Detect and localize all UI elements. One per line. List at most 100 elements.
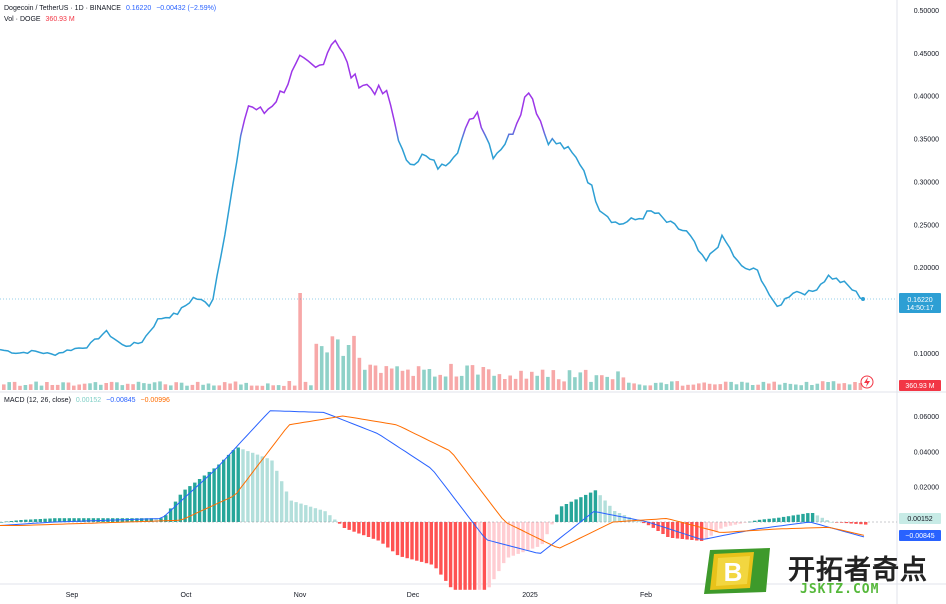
macd-hist-bar: [24, 519, 28, 522]
macd-hist-bar: [772, 518, 776, 522]
volume-bar: [486, 369, 491, 390]
macd-hist-bar: [328, 515, 332, 522]
volume-bar: [357, 357, 362, 390]
volume-bar: [147, 383, 152, 390]
macd-hist-bar: [140, 518, 144, 522]
macd-hist-bar: [482, 522, 487, 590]
volume-bar: [853, 382, 857, 390]
price-line: [0, 39, 865, 357]
macd-hist-bar: [57, 518, 62, 522]
macd-tick-label: 0.02000: [914, 485, 939, 492]
volume-bar: [249, 385, 254, 390]
macd-hist-bar: [777, 517, 781, 522]
macd-hist-bar: [164, 515, 168, 522]
macd-hist-bar: [791, 515, 795, 522]
macd-tick-label: 0.04000: [914, 449, 939, 456]
volume-bar: [77, 384, 81, 390]
macd-hist-bar: [458, 522, 462, 590]
volume-bar: [465, 365, 469, 390]
macd-hist-bar: [704, 522, 709, 540]
symbol-header[interactable]: Dogecoin / TetherUS · 1D · BINANCE 0.162…: [4, 5, 219, 12]
macd-hist-bar: [352, 522, 356, 532]
macd-hist-bar: [415, 522, 419, 561]
volume-bar: [120, 385, 125, 390]
volume-bar: [185, 385, 189, 390]
volume-bar: [2, 384, 6, 390]
volume-bar: [513, 378, 518, 390]
macd-hist-bar: [299, 503, 303, 522]
macd-hist-bar: [598, 495, 602, 522]
macd-hist-bar: [149, 518, 153, 522]
macd-hist-bar: [521, 522, 525, 553]
volume-bar: [675, 381, 679, 390]
svg-text:B: B: [724, 557, 743, 587]
volume-bar: [125, 383, 130, 390]
volume-bar: [12, 381, 17, 390]
macd-hist-bar: [410, 522, 414, 560]
volume-bar: [546, 376, 550, 390]
macd-hist-bar: [405, 522, 409, 559]
volume-bar: [702, 382, 706, 390]
macd-hist-bar: [497, 522, 501, 572]
volume-bar: [659, 382, 663, 390]
volume-bar: [847, 384, 852, 390]
macd-hist-bar: [154, 518, 158, 522]
symbol-title[interactable]: Dogecoin / TetherUS · 1D · BINANCE: [4, 5, 121, 12]
time-axis-label: Nov: [294, 592, 307, 599]
macd-hist-bar: [550, 522, 554, 525]
macd-hist-bar: [337, 522, 342, 524]
volume-bar: [858, 383, 863, 390]
macd-hist-bar: [685, 522, 689, 540]
volume-bar: [492, 375, 496, 390]
volume-bar: [476, 374, 480, 390]
volume-bar: [670, 381, 674, 390]
volume-bar: [637, 384, 642, 390]
volume-bar: [503, 379, 507, 390]
macd-hist-bar: [207, 471, 211, 522]
volume-bar: [589, 381, 593, 390]
macd-hist-bar: [584, 494, 588, 522]
volume-bar: [104, 383, 108, 390]
volume-bar: [271, 385, 275, 390]
volume-bar: [61, 382, 65, 390]
volume-bar: [449, 363, 453, 390]
volume-bar: [228, 383, 232, 390]
macd-hist-bar: [424, 522, 429, 564]
macd-hist-bar: [781, 516, 786, 522]
signal-line: [0, 415, 865, 549]
macd-hist-bar: [429, 522, 433, 565]
price-tick-label: 0.35000: [914, 137, 939, 144]
volume-bar: [298, 293, 302, 390]
macd-hist-bar: [82, 518, 86, 522]
volume-bar: [201, 384, 205, 390]
macd-hist-bar: [651, 522, 655, 528]
macd-hist-bar: [762, 519, 766, 522]
macd-hist-bar: [709, 522, 713, 536]
brand-url: JSKTZ.COM: [800, 582, 880, 597]
volume-bar: [206, 383, 211, 390]
volume-bar: [820, 381, 825, 390]
macd-hist-bar: [661, 522, 665, 534]
lightning-icon[interactable]: [860, 375, 874, 389]
volume-legend[interactable]: Vol · DOGE 360.93 M: [4, 16, 78, 23]
volume-bar: [45, 382, 49, 390]
volume-bar: [551, 370, 556, 390]
macd-hist-bar: [289, 500, 293, 522]
macd-hist-bar: [0, 522, 4, 523]
macd-legend[interactable]: MACD (12, 26, close) 0.00152 −0.00845 −0…: [4, 397, 173, 404]
macd-line-value: −0.00845: [106, 397, 136, 404]
price-tick-label: 0.10000: [914, 351, 939, 358]
macd-hist-bar: [864, 522, 868, 525]
macd-hist-bar: [627, 517, 631, 522]
volume-bar: [497, 374, 502, 390]
volume-bar: [28, 384, 33, 390]
macd-hist-bar: [67, 518, 71, 522]
macd-hist-bar: [526, 522, 530, 551]
volume-bar: [282, 385, 286, 390]
macd-hist-bar: [391, 522, 395, 552]
macd-hist-bar: [72, 518, 76, 522]
macd-hist-bar: [680, 522, 684, 539]
macd-hist-bar: [202, 475, 207, 522]
macd-hist-bar: [347, 522, 351, 530]
